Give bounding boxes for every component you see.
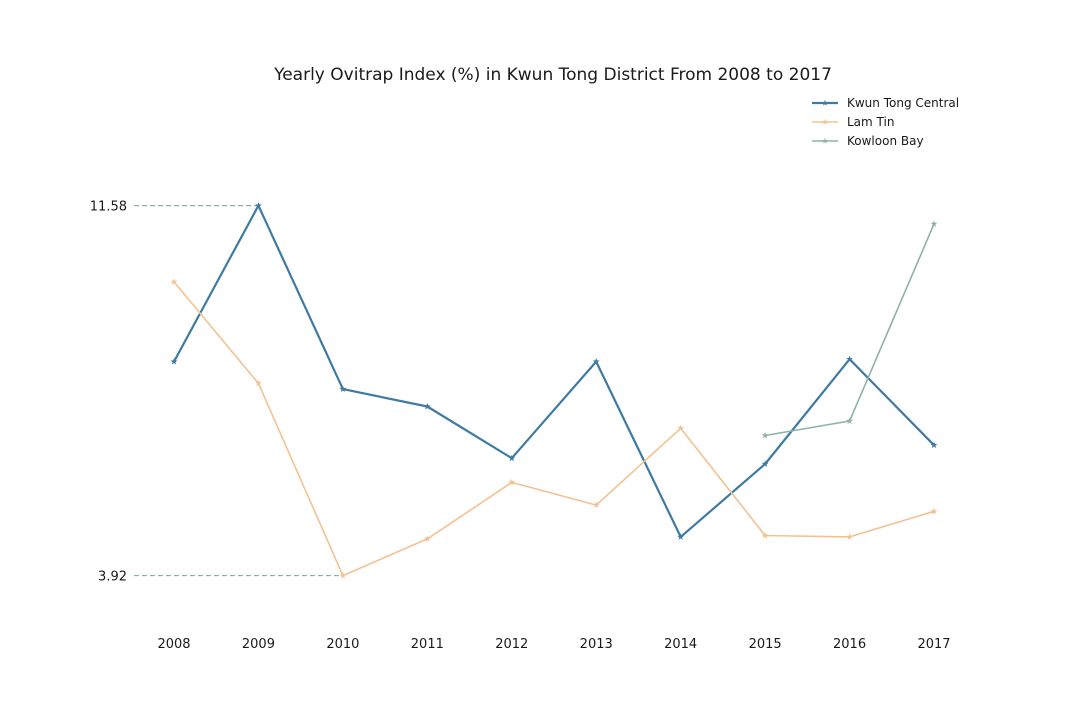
series-line [173, 281, 935, 577]
data-point [846, 533, 853, 540]
series-layer [170, 202, 938, 579]
x-axis-ticks: 2008 2009 2010 2011 2012 2013 2014 2015 2016 2017 [157, 637, 950, 652]
data-point [170, 278, 178, 285]
data-point [255, 202, 262, 209]
data-point [170, 358, 178, 365]
x-tick-label: 2015 [749, 637, 782, 652]
y-axis-ticks: 3.92 11.58 [90, 200, 127, 585]
data-point [930, 441, 938, 449]
data-point [592, 501, 600, 508]
data-point [508, 454, 516, 462]
data-point [846, 417, 853, 424]
legend-item-kwun-tong-central: Kwun Tong Central [812, 96, 959, 110]
data-point [508, 478, 516, 486]
y-tick-label: 11.58 [90, 200, 127, 215]
legend-marker [821, 99, 829, 106]
data-point [761, 460, 769, 467]
x-tick-label: 2011 [411, 637, 444, 652]
data-point [930, 220, 938, 227]
series-lam-tin [170, 278, 938, 579]
data-point [846, 355, 853, 363]
data-point [761, 531, 769, 539]
data-point [930, 507, 938, 515]
legend-marker [821, 137, 829, 144]
legend-label: Lam Tin [847, 115, 894, 129]
data-point [677, 533, 685, 540]
legend: Kwun Tong Central Lam Tin Kowloon Bay [812, 96, 959, 148]
series-kowloon-bay [761, 220, 938, 439]
x-tick-label: 2010 [326, 637, 359, 652]
data-point [592, 358, 600, 365]
legend-item-lam-tin: Lam Tin [812, 115, 894, 129]
legend-marker [821, 118, 829, 125]
chart-title: Yearly Ovitrap Index (%) in Kwun Tong Di… [273, 65, 832, 85]
data-point [423, 535, 431, 542]
series-line [764, 223, 935, 437]
x-tick-label: 2017 [917, 637, 950, 652]
x-tick-label: 2008 [157, 637, 190, 652]
y-tick-label: 3.92 [98, 570, 127, 585]
reference-lines [134, 205, 343, 577]
series-kwun-tong-central [170, 202, 938, 540]
data-point [677, 424, 685, 432]
x-tick-label: 2013 [580, 637, 613, 652]
x-tick-label: 2012 [495, 637, 528, 652]
x-tick-label: 2014 [664, 637, 697, 652]
legend-label: Kowloon Bay [847, 134, 924, 148]
legend-label: Kwun Tong Central [847, 96, 959, 110]
x-tick-label: 2009 [242, 637, 275, 652]
data-point [423, 402, 431, 410]
x-tick-label: 2016 [833, 637, 866, 652]
data-point [761, 431, 769, 439]
data-point [339, 385, 347, 393]
series-line [173, 204, 935, 539]
legend-item-kowloon-bay: Kowloon Bay [812, 134, 924, 148]
data-point [255, 379, 262, 387]
data-point [339, 571, 347, 579]
